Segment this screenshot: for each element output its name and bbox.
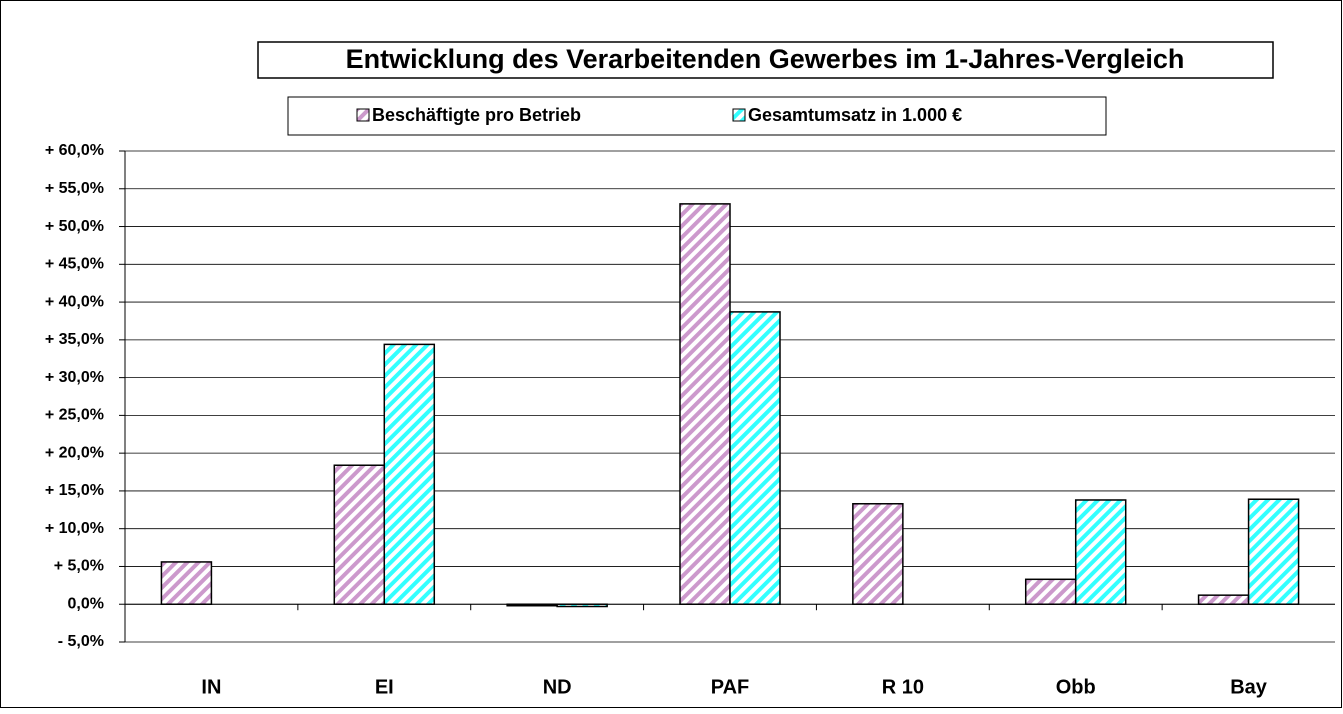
y-tick-label: + 35,0%	[45, 331, 104, 348]
bar	[1247, 498, 1300, 605]
x-tick-label: Obb	[1056, 676, 1096, 698]
legend-label: Gesamtumsatz in 1.000 €	[748, 105, 962, 125]
bar	[679, 203, 731, 605]
y-tick-label: + 15,0%	[45, 482, 104, 499]
y-tick-label: + 45,0%	[45, 256, 104, 273]
bar	[506, 603, 558, 607]
x-tick-label: IN	[201, 676, 221, 698]
bar	[383, 343, 436, 605]
bar	[852, 503, 904, 605]
bar	[729, 311, 781, 605]
y-tick-label: + 25,0%	[45, 407, 104, 424]
x-tick-label: ND	[543, 676, 572, 698]
legend-box	[287, 96, 1107, 136]
y-tick-label: + 10,0%	[45, 520, 104, 537]
y-tick-label: + 5,0%	[54, 558, 104, 575]
y-tick-label: + 20,0%	[45, 444, 104, 461]
bar	[1197, 594, 1250, 605]
bar	[160, 561, 213, 605]
y-tick-label: + 50,0%	[45, 218, 104, 235]
bar	[333, 464, 386, 605]
x-tick-label: EI	[375, 676, 394, 698]
legend-swatch	[732, 108, 746, 122]
bar	[556, 603, 608, 608]
y-tick-label: + 55,0%	[45, 180, 104, 197]
legend-label: Beschäftigte pro Betrieb	[372, 105, 581, 125]
y-tick-label: + 40,0%	[45, 293, 104, 310]
legend-swatch	[356, 108, 370, 122]
y-tick-label: + 30,0%	[45, 369, 104, 386]
title-box	[257, 41, 1274, 79]
x-tick-label: Bay	[1230, 676, 1268, 698]
bar	[1074, 499, 1127, 605]
x-tick-label: R 10	[882, 676, 924, 698]
bar	[1024, 578, 1077, 605]
y-tick-label: 0,0%	[68, 595, 104, 612]
y-tick-label: + 60,0%	[45, 142, 104, 159]
chart-title: Entwicklung des Verarbeitenden Gewerbes …	[346, 44, 1185, 74]
y-tick-label: - 5,0%	[58, 633, 104, 650]
x-tick-label: PAF	[711, 676, 750, 698]
